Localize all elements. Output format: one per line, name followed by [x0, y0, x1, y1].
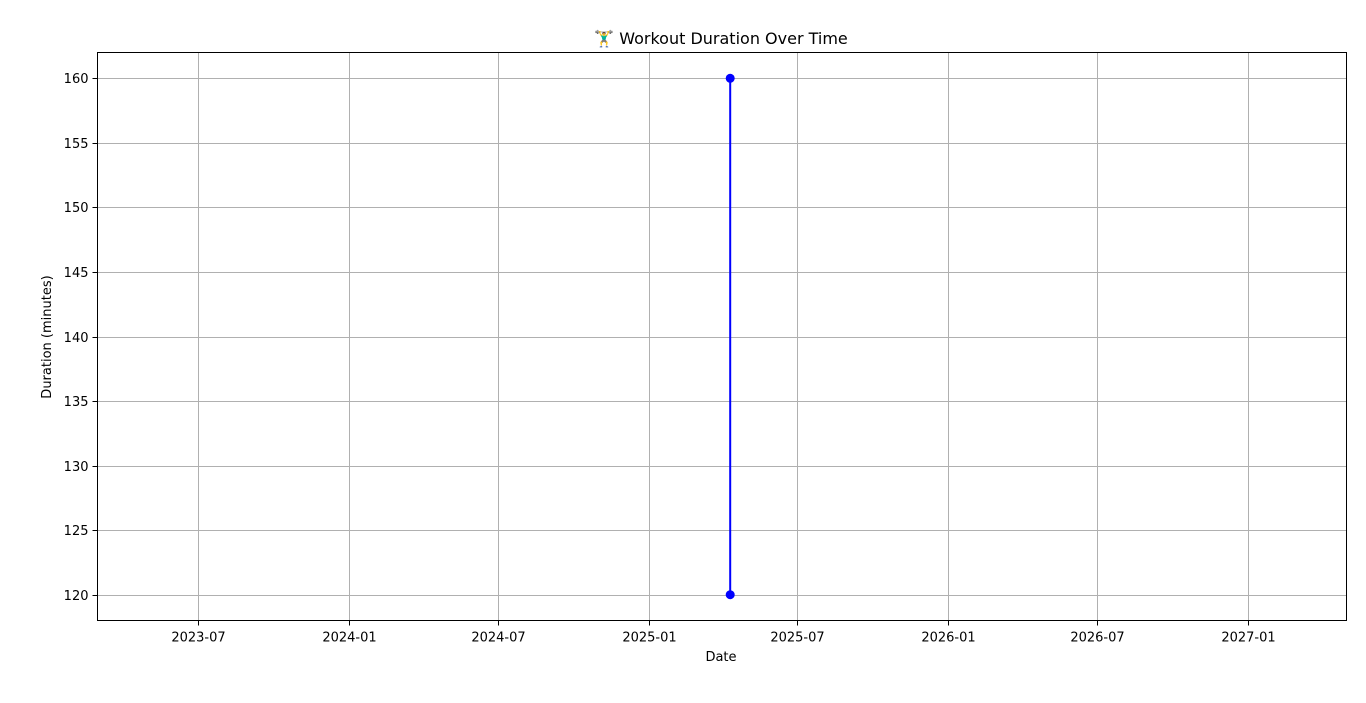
y-tick-label: 145: [64, 266, 89, 281]
x-axis-label: Date: [705, 650, 736, 665]
x-tick-label: 2025-01: [622, 631, 676, 646]
series-layer: [725, 73, 735, 600]
y-tick-label: 150: [64, 201, 89, 216]
chart-title: 🏋️‍♂️ Workout Duration Over Time: [594, 29, 848, 48]
x-tick-label: 2027-01: [1221, 631, 1275, 646]
y-axis: 120 125 130 135 140 145 150 155 160: [64, 72, 98, 604]
x-tick-label: 2024-07: [471, 631, 525, 646]
grid-layer: [97, 52, 1347, 621]
y-tick-label: 135: [64, 395, 89, 410]
y-axis-label: Duration (minutes): [40, 275, 55, 398]
x-tick-label: 2023-07: [171, 631, 225, 646]
y-tick-label: 140: [64, 331, 89, 346]
plot-frame: [97, 52, 1347, 621]
x-tick-label: 2024-01: [322, 631, 376, 646]
x-tick-label: 2026-07: [1070, 631, 1124, 646]
x-tick-label: 2026-01: [921, 631, 975, 646]
y-tick-label: 160: [64, 72, 89, 87]
y-tick-label: 155: [64, 137, 89, 152]
y-tick-label: 125: [64, 524, 89, 539]
x-tick-label: 2025-07: [770, 631, 824, 646]
y-tick-label: 130: [64, 460, 89, 475]
data-point: [725, 73, 735, 83]
x-axis: 2023-07 2024-01 2024-07 2025-01 2025-07 2026-…: [171, 620, 1276, 646]
data-point: [725, 590, 735, 600]
y-tick-label: 120: [64, 589, 89, 604]
